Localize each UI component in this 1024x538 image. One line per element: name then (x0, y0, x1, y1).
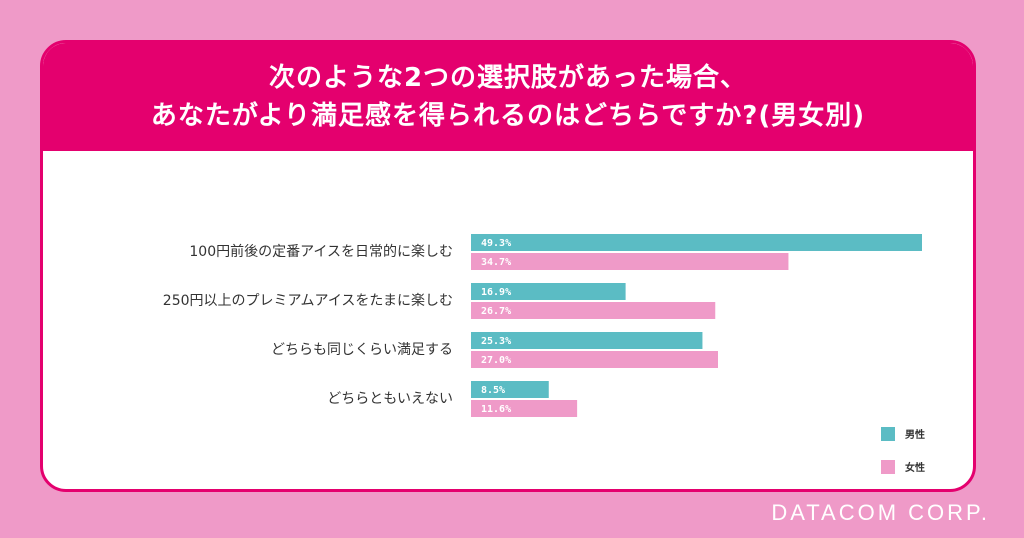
bar (471, 283, 626, 300)
value-label: 11.6% (481, 404, 511, 415)
title-line-2: あなたがより満足感を得られるのはどちらですか?(男女別) (150, 101, 866, 131)
brand-logo: DATACOM CORP. (771, 500, 990, 525)
bar (471, 381, 549, 398)
category-label: どちらも同じくらい満足する (271, 342, 453, 358)
category-label: どちらともいえない (327, 391, 453, 407)
bar (471, 400, 578, 417)
bar (471, 253, 789, 270)
category-label: 100円前後の定番アイスを日常的に楽しむ (189, 243, 453, 260)
legend-label: 女性 (905, 461, 925, 474)
category-label: 250円以上のプレミアムアイスをたまに楽しむ (163, 293, 453, 309)
value-label: 49.3% (481, 238, 511, 249)
chart-header: 次のような2つの選択肢があった場合、 あなたがより満足感を得られるのはどちらです… (43, 43, 973, 151)
bar (471, 332, 703, 349)
bar (471, 351, 718, 368)
value-label: 27.0% (481, 355, 511, 366)
bar (471, 234, 922, 251)
legend-label: 男性 (905, 428, 925, 441)
value-label: 16.9% (481, 287, 511, 298)
bar-chart: 100円前後の定番アイスを日常的に楽しむ 49.3% 34.7% 250円以上のプレミ… (163, 234, 925, 474)
legend-swatch (881, 460, 895, 474)
value-label: 34.7% (481, 257, 511, 268)
value-label: 26.7% (481, 306, 511, 317)
legend-swatch (881, 427, 895, 441)
title-line-1: 次のような2つの選択肢があった場合、 (268, 63, 748, 93)
value-label: 8.5% (481, 385, 505, 396)
chart-card: 次のような2つの選択肢があった場合、 あなたがより満足感を得られるのはどちらです… (40, 40, 976, 492)
bar (471, 302, 716, 319)
value-label: 25.3% (481, 336, 511, 347)
